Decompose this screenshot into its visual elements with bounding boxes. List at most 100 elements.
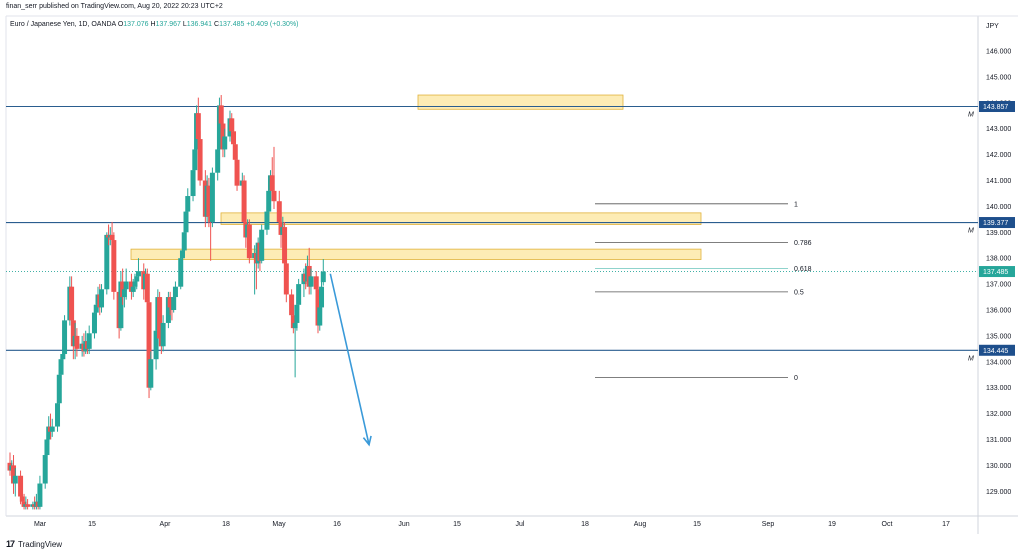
y-tick-label: 133.000 (986, 385, 1011, 392)
candle-body (218, 105, 224, 124)
candle-body (49, 426, 55, 432)
candle-body (215, 149, 221, 173)
candle-body (190, 170, 196, 197)
candle-body (271, 190, 277, 202)
candle-body (292, 322, 298, 329)
candles-layer (7, 95, 326, 510)
x-tick-label: 15 (88, 521, 96, 528)
candle-body (320, 271, 326, 283)
x-tick-label: 15 (453, 521, 461, 528)
candle-body (234, 159, 240, 186)
candle-body (42, 455, 48, 484)
candle-body (171, 297, 177, 310)
candle-body (148, 359, 154, 388)
currency-label: JPY (986, 23, 999, 30)
y-tick-label: 138.000 (986, 256, 1011, 263)
candle-body (104, 234, 110, 290)
price-tag-label: 143.857 (983, 104, 1008, 111)
candle-body (70, 320, 76, 347)
candle-body (130, 286, 136, 292)
level-marker: M (968, 355, 974, 362)
price-tag-label: 137.485 (983, 269, 1008, 276)
fibonacci-level-label: 1 (794, 201, 798, 208)
supply-zone (417, 94, 624, 110)
fibonacci-level-label: 0.5 (794, 289, 804, 296)
candle-body (99, 289, 105, 308)
candle-body (167, 297, 173, 308)
candle-body (18, 475, 24, 497)
candle-body (157, 297, 163, 339)
supply-zone (220, 212, 702, 225)
close-label: C (214, 21, 220, 28)
candle-body (259, 229, 265, 261)
candle-body (246, 224, 252, 259)
y-tick-label: 139.000 (986, 230, 1011, 237)
candle-body (19, 496, 25, 502)
symbol-name: Euro / Japanese Yen, 1D, OANDA (10, 21, 116, 28)
candle-body (123, 281, 129, 290)
candle-body (165, 297, 171, 323)
tradingview-footer: 17 TradingView (6, 539, 62, 549)
candle-body (178, 258, 184, 287)
candle-body (160, 322, 166, 347)
symbol-legend: Euro / Japanese Yen, 1D, OANDA O137.076 … (10, 21, 299, 28)
candle-body (134, 276, 140, 282)
candle-body (289, 294, 295, 316)
candle-body (283, 263, 289, 295)
y-tick-label: 141.000 (986, 178, 1011, 185)
candle-body (231, 131, 237, 145)
x-tick-label: Aug (634, 521, 647, 528)
candle-body (296, 284, 302, 305)
low-label: L (182, 21, 187, 28)
axes-layer: 146.000145.000144.000143.000142.000141.0… (34, 49, 1015, 528)
y-tick-label: 135.000 (986, 333, 1011, 340)
y-tick-label: 130.000 (986, 463, 1011, 470)
y-tick-label: 145.000 (986, 74, 1011, 81)
candle-body (276, 201, 282, 222)
publisher-header: finan_serr published on TradingView.com,… (6, 3, 223, 10)
candle-body (222, 136, 228, 150)
projection-arrow-head (362, 435, 372, 447)
candle-body (264, 211, 270, 230)
chart-frame (5, 15, 1018, 534)
price-tag (979, 344, 1015, 356)
candle-body (294, 304, 300, 323)
x-tick-label: 15 (693, 521, 701, 528)
candle-body (146, 302, 152, 388)
zones-layer (130, 94, 702, 260)
y-tick-label: 140.000 (986, 204, 1011, 211)
levels-layer: M M M (6, 105, 978, 362)
candle-body (153, 330, 159, 360)
candle-body (195, 113, 201, 140)
y-tick-label: 136.000 (986, 308, 1011, 315)
tradingview-logo-icon: 17 (6, 539, 15, 549)
candle-body (69, 286, 75, 321)
candle-body (216, 105, 222, 150)
high-value: 137.967 (155, 21, 181, 28)
x-tick-label: 16 (333, 521, 341, 528)
candle-body (46, 426, 52, 440)
candle-body (206, 185, 212, 217)
candle-body (183, 211, 189, 233)
candle-body (12, 475, 18, 484)
candle-body (209, 172, 215, 222)
candle-body (308, 276, 314, 287)
x-tick-label: Jul (516, 521, 525, 528)
price-tag-label: 139.377 (983, 220, 1008, 227)
candle-body (313, 276, 319, 290)
y-tick-label: 146.000 (986, 49, 1011, 56)
price-tag (979, 266, 1015, 278)
candle-body (25, 504, 31, 507)
price-tag (979, 101, 1015, 113)
projection-layer (329, 273, 372, 447)
y-tick-label: 129.000 (986, 489, 1011, 496)
candle-body (111, 240, 117, 292)
price-tag-label: 134.445 (983, 348, 1008, 355)
x-tick-label: Jun (398, 521, 409, 528)
candle-body (229, 118, 235, 132)
change-value: +0.409 (+0.30%) (246, 21, 299, 28)
y-tick-label: 142.000 (986, 152, 1011, 159)
candle-body (91, 312, 97, 334)
candle-body (179, 250, 185, 259)
